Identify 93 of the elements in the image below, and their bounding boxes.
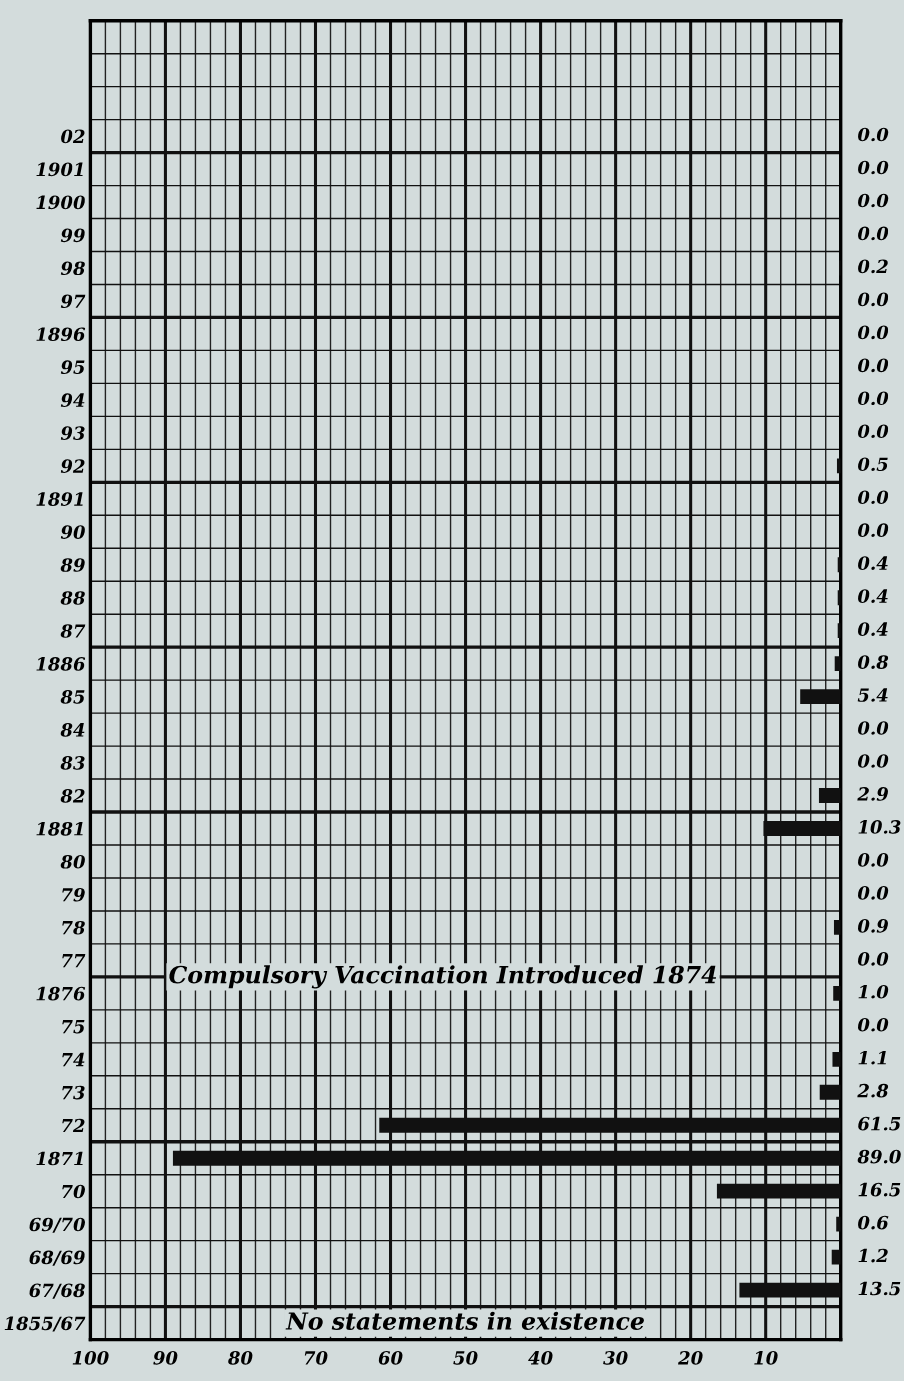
y-tick-label: 92 <box>60 459 85 473</box>
data-label: 0.0 <box>857 127 889 142</box>
y-tick-label: 02 <box>61 129 85 144</box>
data-label: 16.5 <box>858 1182 901 1197</box>
data-label: 2.9 <box>857 787 888 801</box>
x-tick-label: 70 <box>304 1351 328 1365</box>
x-tick-label: 80 <box>228 1351 253 1365</box>
y-tick-label: 78 <box>62 920 85 935</box>
data-label: 0.0 <box>857 490 889 505</box>
data-label: 10.3 <box>858 820 901 834</box>
bar <box>833 985 841 1001</box>
data-label: 0.4 <box>857 589 888 603</box>
data-label: 13.5 <box>858 1281 901 1296</box>
x-tick-label: 90 <box>153 1351 178 1365</box>
y-tick-label: 70 <box>62 1184 85 1199</box>
data-label: 0.8 <box>857 655 889 669</box>
annotation: No statements in existence <box>285 1311 644 1330</box>
y-tick-label: 80 <box>60 854 85 869</box>
y-tick-label: 82 <box>60 789 85 803</box>
data-label: 0.4 <box>857 622 888 636</box>
data-label: 61.5 <box>858 1116 901 1131</box>
annotation: Compulsory Vaccination Introduced 1874 <box>169 965 717 989</box>
x-tick-label: 30 <box>603 1351 628 1365</box>
data-label: 0.0 <box>857 424 889 439</box>
data-label: 0.2 <box>857 259 888 274</box>
x-tick-label: 10 <box>754 1351 778 1365</box>
data-label: 0.0 <box>857 193 889 208</box>
y-tick-label: 68/69 <box>29 1250 85 1266</box>
bar <box>818 788 841 803</box>
data-label: 0.0 <box>857 292 889 307</box>
data-label: 0.0 <box>857 358 889 373</box>
data-label: 0.0 <box>857 1017 889 1032</box>
y-tick-label: 1876 <box>36 986 86 1001</box>
data-label: 0.0 <box>857 754 889 768</box>
y-tick-label: 99 <box>60 228 85 243</box>
bar <box>833 920 841 935</box>
data-label: 0.4 <box>857 556 888 570</box>
y-tick-label: 1886 <box>36 657 86 671</box>
data-label: 0.0 <box>857 886 889 900</box>
y-tick-label: 1871 <box>36 1151 83 1166</box>
y-tick-label: 77 <box>62 954 86 968</box>
y-tick-label: 74 <box>62 1052 85 1067</box>
y-tick-label: 95 <box>60 360 85 375</box>
y-tick-label: 87 <box>60 624 86 638</box>
x-tick-label: 100 <box>72 1351 109 1365</box>
data-label: 5.4 <box>857 688 888 702</box>
y-tick-label: 93 <box>60 426 85 440</box>
data-label: 0.0 <box>857 391 889 406</box>
y-tick-label: 1896 <box>36 327 86 342</box>
y-tick-label: 72 <box>62 1118 85 1133</box>
data-label: 1.0 <box>858 984 889 999</box>
y-tick-label: 1881 <box>36 821 83 836</box>
y-tick-label: 69/70 <box>29 1217 85 1233</box>
y-tick-label: 1891 <box>36 492 83 506</box>
y-tick-label: 79 <box>62 887 85 902</box>
data-label: 0.9 <box>857 919 888 933</box>
y-tick-label: 98 <box>60 261 85 276</box>
bar <box>832 1051 841 1067</box>
y-tick-label: 94 <box>60 393 85 407</box>
y-tick-label: 75 <box>62 1020 85 1034</box>
data-label: 0.0 <box>857 951 889 966</box>
data-label: 0.0 <box>857 853 889 867</box>
y-tick-label: 83 <box>60 756 85 770</box>
y-tick-label: 1901 <box>36 162 83 177</box>
bar <box>831 1249 841 1265</box>
y-tick-label: 84 <box>60 723 85 737</box>
y-tick-label: 88 <box>60 591 85 605</box>
data-label: 89.0 <box>857 1149 901 1164</box>
y-tick-label: 97 <box>60 294 86 309</box>
data-label: 2.8 <box>857 1083 889 1098</box>
data-label: 0.0 <box>857 721 889 735</box>
data-label: 0.0 <box>857 226 889 241</box>
bar <box>800 689 841 705</box>
y-tick-label: 73 <box>62 1085 85 1100</box>
y-tick-label: 67/68 <box>29 1283 85 1299</box>
data-label: 0.0 <box>857 160 889 175</box>
data-label: 1.1 <box>858 1050 886 1065</box>
x-tick-label: 60 <box>378 1351 403 1365</box>
bar <box>819 1084 841 1100</box>
y-tick-label: 1900 <box>36 195 85 210</box>
data-label: 0.6 <box>857 1215 889 1230</box>
bar <box>836 1216 841 1232</box>
y-tick-label: 90 <box>60 525 85 539</box>
data-label: 0.5 <box>857 457 888 472</box>
data-label: 1.2 <box>858 1248 888 1263</box>
y-tick-label: 1855/67 <box>4 1316 86 1332</box>
data-label: 0.0 <box>857 523 889 538</box>
x-tick-label: 40 <box>528 1351 553 1365</box>
y-tick-label: 85 <box>60 690 85 704</box>
x-tick-label: 20 <box>678 1351 703 1365</box>
y-tick-label: 89 <box>60 558 85 572</box>
x-tick-label: 50 <box>453 1351 478 1365</box>
data-label: 0.0 <box>857 325 889 340</box>
